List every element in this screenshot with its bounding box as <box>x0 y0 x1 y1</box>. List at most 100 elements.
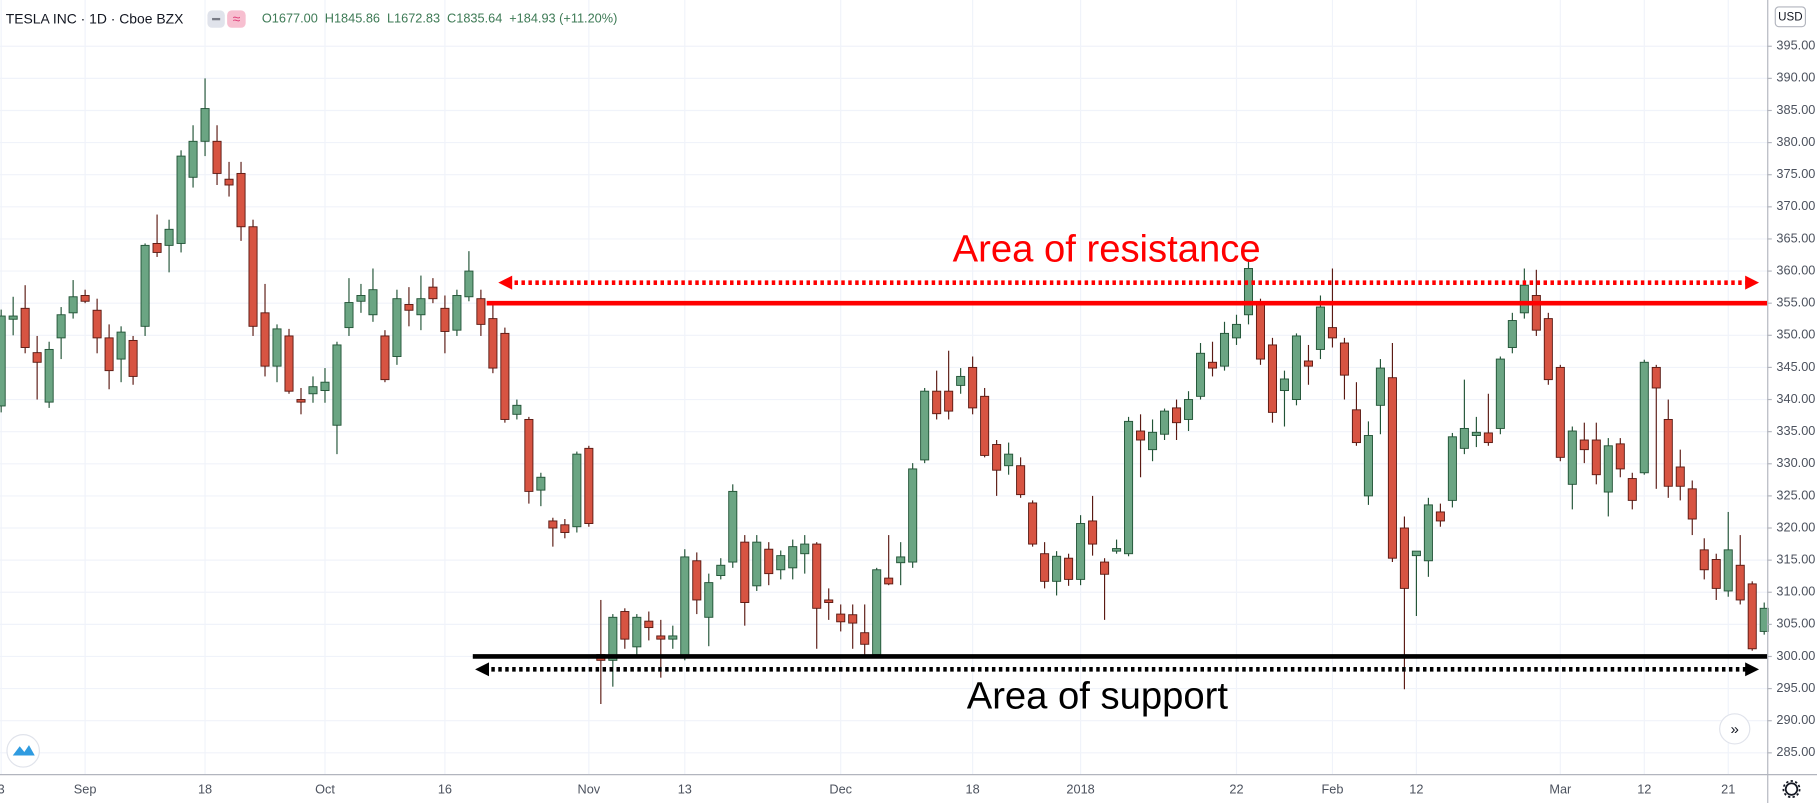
candle-body <box>368 289 378 316</box>
candle-body <box>32 352 42 363</box>
x-tick-label: 2018 <box>1066 782 1094 797</box>
candle-body <box>1567 430 1577 485</box>
settings-icon <box>1782 780 1801 799</box>
candle-body <box>1136 430 1146 441</box>
candle-body <box>404 304 414 311</box>
candle-body <box>1124 420 1134 555</box>
candle-body <box>1219 332 1230 367</box>
compare-button[interactable] <box>227 10 246 28</box>
x-tick-label: 12 <box>1637 782 1651 797</box>
candle-body <box>968 366 978 409</box>
candle-body <box>752 541 762 587</box>
x-tick-label: Nov <box>578 782 601 797</box>
candle-body <box>164 228 174 246</box>
candle-body <box>824 599 834 603</box>
candle-body <box>488 318 498 369</box>
candle-body <box>1447 436 1457 501</box>
candle-body <box>848 614 858 624</box>
candle-body <box>356 295 366 302</box>
candle-body <box>236 172 246 228</box>
candle-body <box>1076 523 1086 580</box>
candle-body <box>476 298 486 325</box>
x-tick-label: Dec <box>829 782 852 797</box>
ohlc-high: H1845.86 <box>325 11 380 26</box>
candle-body <box>956 375 966 386</box>
compare-icon: ≈ <box>233 10 241 26</box>
candle-body <box>452 295 462 331</box>
hide-icon <box>212 17 221 21</box>
candle-body <box>1459 427 1469 449</box>
candle-body <box>1603 445 1613 493</box>
candle-body <box>44 348 54 403</box>
candle-body <box>1411 550 1421 557</box>
x-tick-label: 13 <box>678 782 692 797</box>
candle-body <box>1735 564 1745 601</box>
currency-label: USD <box>1778 11 1802 23</box>
candle-body <box>1255 302 1266 360</box>
y-tick-label: 345.00 <box>1776 359 1815 374</box>
candle-body <box>764 548 774 575</box>
candle-body <box>1543 318 1553 381</box>
x-tick-label: Mar <box>1549 782 1572 797</box>
candle-body <box>200 108 210 142</box>
candle-body <box>1687 488 1697 520</box>
candle-body <box>704 582 714 618</box>
candle-body <box>1531 295 1541 331</box>
candle-body <box>884 577 894 585</box>
candle-body <box>1184 399 1194 420</box>
candle-body <box>1231 323 1242 339</box>
candle-body <box>416 298 426 316</box>
scroll-right-icon: » <box>1731 721 1739 738</box>
currency-box[interactable] <box>1774 6 1806 28</box>
candle-body <box>1279 378 1289 392</box>
y-tick-label: 390.00 <box>1776 70 1815 85</box>
candle-body <box>128 339 138 377</box>
y-tick-label: 350.00 <box>1776 327 1815 342</box>
candle-body <box>260 312 270 367</box>
candle-body <box>500 332 510 420</box>
candle-body <box>512 404 522 415</box>
candle-body <box>1004 453 1014 467</box>
candle-body <box>944 390 954 412</box>
x-tick-label: 3 <box>0 782 5 797</box>
y-tick-label: 355.00 <box>1776 295 1815 310</box>
candle-body <box>380 335 390 381</box>
candle-body <box>872 569 882 656</box>
candle-body <box>1148 431 1158 451</box>
y-tick-label: 305.00 <box>1776 616 1815 631</box>
logo-icon <box>12 745 35 756</box>
candle-body <box>896 556 906 564</box>
candle-body <box>812 543 822 609</box>
scroll-right-button[interactable] <box>1719 713 1751 745</box>
y-tick-label: 380.00 <box>1776 134 1815 149</box>
y-tick-label: 290.00 <box>1776 712 1815 727</box>
candle-body <box>428 286 438 300</box>
candle-body <box>680 556 690 657</box>
settings-button[interactable] <box>1784 782 1799 796</box>
candle-body <box>1699 549 1709 571</box>
candle-body <box>224 178 234 186</box>
x-tick-label: Oct <box>315 782 335 797</box>
y-tick-label: 335.00 <box>1776 423 1815 438</box>
candle-body <box>548 520 558 529</box>
candle-body <box>320 381 330 392</box>
candle-body <box>728 490 738 563</box>
candle-body <box>644 620 654 629</box>
y-tick-label: 320.00 <box>1776 519 1815 534</box>
y-tick-label: 315.00 <box>1776 551 1815 566</box>
candle-body <box>392 298 402 357</box>
candle-body <box>152 242 162 253</box>
level-label: Area of resistance <box>953 227 1261 270</box>
y-tick-label: 340.00 <box>1776 391 1815 406</box>
candle-body <box>1495 358 1505 429</box>
candle-body <box>1675 466 1685 487</box>
candle-body <box>80 295 90 302</box>
y-tick-label: 370.00 <box>1776 198 1815 213</box>
candle-body <box>776 555 786 571</box>
candle-body <box>980 395 990 456</box>
ohlc-close: C1835.64 <box>447 11 502 26</box>
candle-body <box>560 524 570 533</box>
level-label: Area of support <box>967 674 1229 717</box>
